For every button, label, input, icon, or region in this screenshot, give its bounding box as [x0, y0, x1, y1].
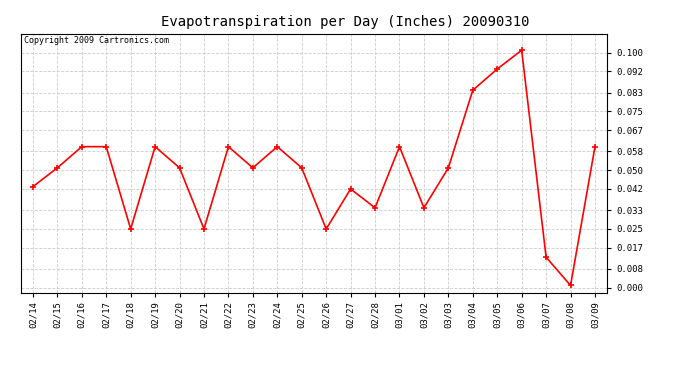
Text: Evapotranspiration per Day (Inches) 20090310: Evapotranspiration per Day (Inches) 2009… [161, 15, 529, 29]
Text: Copyright 2009 Cartronics.com: Copyright 2009 Cartronics.com [23, 36, 168, 45]
